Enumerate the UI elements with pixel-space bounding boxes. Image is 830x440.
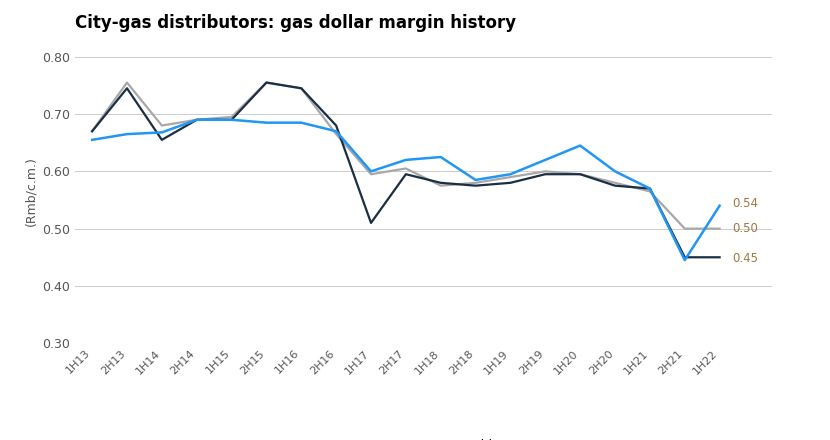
China Gas bbox=[471, 177, 481, 183]
CR Gas bbox=[436, 180, 446, 185]
China Gas bbox=[157, 130, 167, 135]
China Gas bbox=[505, 172, 515, 177]
Line: China Gas: China Gas bbox=[92, 120, 720, 260]
CR Gas bbox=[192, 117, 202, 122]
China Gas bbox=[227, 117, 237, 122]
China Gas bbox=[331, 128, 341, 134]
ENN bbox=[575, 172, 585, 177]
CR Gas bbox=[540, 172, 550, 177]
CR Gas bbox=[366, 220, 376, 226]
ENN bbox=[715, 226, 725, 231]
ENN bbox=[192, 117, 202, 122]
CR Gas bbox=[575, 172, 585, 177]
CR Gas bbox=[610, 183, 620, 188]
China Gas bbox=[645, 186, 655, 191]
ENN bbox=[87, 128, 97, 134]
CR Gas bbox=[227, 117, 237, 122]
ENN bbox=[401, 166, 411, 171]
China Gas bbox=[715, 203, 725, 209]
China Gas bbox=[436, 154, 446, 160]
Text: City-gas distributors: gas dollar margin history: City-gas distributors: gas dollar margin… bbox=[75, 15, 515, 33]
ENN bbox=[436, 183, 446, 188]
China Gas bbox=[192, 117, 202, 122]
China Gas bbox=[122, 132, 132, 137]
CR Gas bbox=[122, 86, 132, 91]
ENN bbox=[227, 114, 237, 120]
CR Gas bbox=[471, 183, 481, 188]
CR Gas bbox=[331, 123, 341, 128]
China Gas bbox=[296, 120, 306, 125]
Y-axis label: (Rmb/c.m.): (Rmb/c.m.) bbox=[25, 157, 37, 226]
CR Gas bbox=[401, 172, 411, 177]
CR Gas bbox=[680, 255, 690, 260]
ENN bbox=[122, 80, 132, 85]
ENN bbox=[471, 180, 481, 185]
China Gas bbox=[366, 169, 376, 174]
CR Gas bbox=[296, 86, 306, 91]
Text: 0.54: 0.54 bbox=[732, 197, 758, 210]
ENN bbox=[540, 169, 550, 174]
Legend: CR Gas, ENN, China Gas: CR Gas, ENN, China Gas bbox=[194, 434, 540, 440]
China Gas bbox=[540, 157, 550, 162]
ENN bbox=[505, 174, 515, 180]
ENN bbox=[296, 86, 306, 91]
China Gas bbox=[680, 257, 690, 263]
Line: ENN: ENN bbox=[92, 83, 720, 229]
CR Gas bbox=[645, 186, 655, 191]
CR Gas bbox=[505, 180, 515, 185]
ENN bbox=[261, 80, 271, 85]
CR Gas bbox=[261, 80, 271, 85]
China Gas bbox=[401, 157, 411, 162]
Text: 0.45: 0.45 bbox=[732, 253, 758, 265]
China Gas bbox=[261, 120, 271, 125]
CR Gas bbox=[87, 128, 97, 134]
China Gas bbox=[610, 169, 620, 174]
Line: CR Gas: CR Gas bbox=[92, 83, 720, 257]
ENN bbox=[645, 189, 655, 194]
ENN bbox=[680, 226, 690, 231]
Text: 0.50: 0.50 bbox=[732, 222, 758, 235]
ENN bbox=[610, 180, 620, 185]
CR Gas bbox=[157, 137, 167, 143]
China Gas bbox=[575, 143, 585, 148]
ENN bbox=[157, 123, 167, 128]
ENN bbox=[366, 172, 376, 177]
China Gas bbox=[87, 137, 97, 143]
CR Gas bbox=[715, 255, 725, 260]
ENN bbox=[331, 132, 341, 137]
